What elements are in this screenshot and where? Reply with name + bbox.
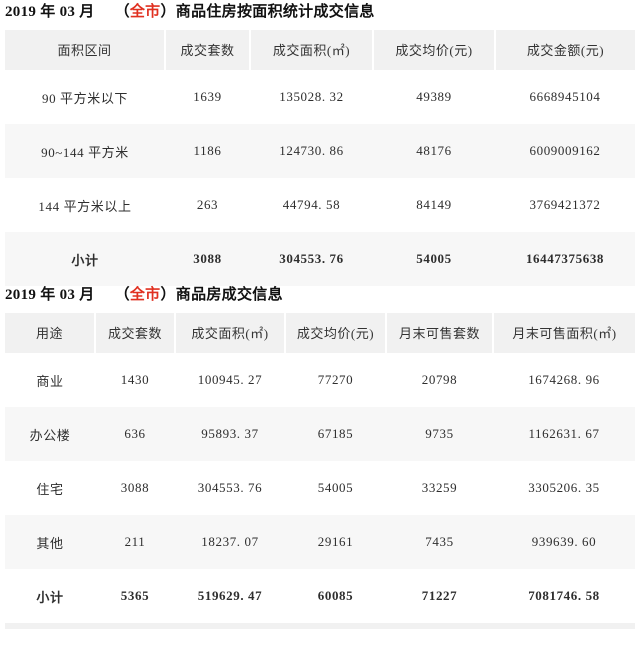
- cell-deal-area: 95893. 37: [175, 407, 285, 461]
- table-row: 办公楼 636 95893. 37 67185 9735 1162631. 67: [5, 407, 635, 461]
- cell-deal-count: 1639: [193, 89, 222, 104]
- table-row: 住宅 3088 304553. 76 54005 33259 3305206. …: [5, 461, 635, 515]
- cell-available-area: 7081746. 58: [528, 588, 600, 603]
- cell-avg-price: 49389: [416, 89, 452, 104]
- cell-available-count: 71227: [421, 588, 458, 603]
- cell-deal-count: 3088: [120, 480, 150, 495]
- table-row: 90~144 平方米 1186 124730. 86 48176 6009009…: [5, 124, 635, 178]
- column-header-deal-count: 成交套数: [165, 30, 251, 70]
- cell-area-range: 90~144 平方米: [5, 124, 165, 178]
- cell-deal-area: 135028. 32: [279, 89, 344, 104]
- column-header-deal-area: 成交面积(㎡): [250, 30, 374, 70]
- column-header-deal-area: 成交面积(㎡): [175, 313, 286, 353]
- cell-deal-amount: 3769421372: [529, 197, 601, 212]
- column-header-available-area: 月末可售面积(㎡): [493, 313, 635, 353]
- cell-avg-price: 29161: [285, 515, 386, 569]
- area-stats-table: 面积区间 成交套数 成交面积(㎡) 成交均价(元) 成交金额(元) 90 平方米…: [5, 30, 635, 286]
- cell-deal-count: 1186: [165, 124, 250, 178]
- column-header-area-range: 面积区间: [5, 30, 166, 70]
- title-city-name: 全市: [129, 287, 161, 303]
- cell-available-count: 20798: [421, 372, 458, 387]
- cell-usage: 商业: [36, 373, 64, 389]
- section1-title: 2019 年 03 月 （全市）商品住房按面积统计成交信息: [5, 3, 635, 21]
- cell-deal-area: 304553. 76: [250, 232, 373, 286]
- cell-avg-price: 67185: [285, 407, 386, 461]
- cell-deal-count: 636: [95, 407, 175, 461]
- cell-deal-area: 304553. 76: [197, 480, 263, 495]
- section-commodity-houses: 2019 年 03 月 （全市）商品房成交信息 用途 成交套数 成交面积(㎡) 成…: [5, 286, 635, 629]
- table-row: 144 平方米以上 263 44794. 58 84149 3769421372: [5, 178, 635, 232]
- cell-deal-amount: 16447375638: [495, 232, 635, 286]
- section-housing-by-area: 2019 年 03 月 （全市）商品住房按面积统计成交信息 面积区间 成交套数 成…: [5, 3, 635, 286]
- cell-deal-amount: 6668945104: [529, 89, 601, 104]
- cell-available-count: 33259: [421, 480, 458, 495]
- column-header-avg-price: 成交均价(元): [373, 30, 496, 70]
- cell-available-area: 1674268. 96: [528, 372, 600, 387]
- page: 2019 年 03 月（全市）商品住房按面积统计成交信息 面积区间 成交套数 成…: [5, 3, 635, 629]
- title-paren-open: （: [114, 4, 130, 20]
- cell-deal-count: 5365: [120, 588, 150, 603]
- table-row: 商业 1430 100945. 27 77270 20798 1674268. …: [5, 353, 635, 407]
- header-row: 用途 成交套数 成交面积(㎡) 成交均价(元) 月末可售套数 月末可售面积(㎡): [5, 313, 635, 353]
- column-header-usage: 用途: [5, 313, 96, 353]
- commodity-stats-table: 用途 成交套数 成交面积(㎡) 成交均价(元) 月末可售套数 月末可售面积(㎡)…: [5, 313, 635, 623]
- cell-deal-area: 519629. 47: [197, 588, 263, 603]
- column-header-avg-price: 成交均价(元): [285, 313, 387, 353]
- cell-deal-count: 211: [95, 515, 175, 569]
- cell-usage: 其他: [5, 515, 95, 569]
- cell-deal-area: 44794. 58: [282, 197, 341, 212]
- cell-available-area: 1162631. 67: [493, 407, 635, 461]
- cell-usage: 住宅: [36, 481, 64, 497]
- table-row: 其他 211 18237. 07 29161 7435 939639. 60: [5, 515, 635, 569]
- cell-deal-count: 1430: [120, 372, 150, 387]
- title-paren-open: （: [114, 287, 130, 303]
- subtotal-row: 小计 3088 304553. 76 54005 16447375638: [5, 232, 635, 286]
- cell-area-range: 144 平方米以上: [38, 198, 132, 214]
- cell-available-area: 939639. 60: [493, 515, 635, 569]
- cell-deal-count: 263: [196, 197, 219, 212]
- cell-area-range: 90 平方米以下: [41, 90, 129, 106]
- table-row: 90 平方米以下 1639 135028. 32 49389 666894510…: [5, 70, 635, 124]
- cell-avg-price: 54005: [317, 480, 354, 495]
- cell-usage: 办公楼: [5, 407, 95, 461]
- cell-avg-price: 60085: [317, 588, 354, 603]
- section2-title: 2019 年 03 月 （全市）商品房成交信息: [5, 286, 635, 304]
- cell-available-count: 9735: [386, 407, 493, 461]
- header-row: 面积区间 成交套数 成交面积(㎡) 成交均价(元) 成交金额(元): [5, 30, 635, 70]
- cell-avg-price: 54005: [373, 232, 495, 286]
- cell-deal-area: 100945. 27: [197, 372, 263, 387]
- column-header-available-count: 月末可售套数: [386, 313, 494, 353]
- title-text: ）商品房成交信息: [160, 287, 283, 303]
- title-date: 2019 年 03 月: [5, 287, 95, 303]
- cell-avg-price: 48176: [373, 124, 495, 178]
- cell-avg-price: 84149: [416, 197, 452, 212]
- column-header-deal-amount: 成交金额(元): [495, 30, 635, 70]
- next-row-partial: [5, 623, 635, 629]
- title-city-name: 全市: [129, 4, 161, 20]
- title-text: ）商品住房按面积统计成交信息: [160, 4, 375, 20]
- title-date: 2019 年 03 月: [5, 4, 95, 20]
- cell-deal-area: 124730. 86: [250, 124, 373, 178]
- subtotal-row: 小计 5365 519629. 47 60085 71227 7081746. …: [5, 569, 635, 623]
- cell-deal-count: 3088: [165, 232, 250, 286]
- column-header-deal-count: 成交套数: [95, 313, 176, 353]
- cell-available-count: 7435: [386, 515, 493, 569]
- cell-deal-area: 18237. 07: [175, 515, 285, 569]
- cell-avg-price: 77270: [317, 372, 354, 387]
- cell-subtotal-label: 小计: [36, 589, 64, 605]
- cell-deal-amount: 6009009162: [495, 124, 635, 178]
- cell-subtotal-label: 小计: [5, 232, 165, 286]
- cell-available-area: 3305206. 35: [528, 480, 600, 495]
